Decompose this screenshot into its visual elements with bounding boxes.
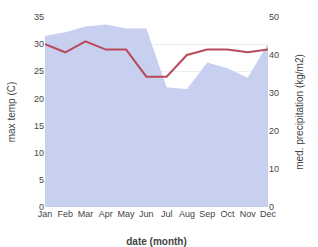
svg-text:25: 25: [34, 66, 44, 76]
svg-text:50: 50: [269, 12, 279, 22]
svg-text:max temp (C): max temp (C): [6, 82, 17, 143]
svg-text:Jul: Jul: [161, 209, 173, 219]
svg-text:Oct: Oct: [220, 209, 235, 219]
svg-text:10: 10: [269, 164, 279, 174]
svg-text:Jun: Jun: [139, 209, 154, 219]
svg-text:35: 35: [34, 12, 44, 22]
svg-text:date (month): date (month): [126, 236, 187, 247]
svg-text:Feb: Feb: [58, 209, 74, 219]
svg-text:30: 30: [34, 39, 44, 49]
svg-text:40: 40: [269, 50, 279, 60]
svg-text:20: 20: [269, 126, 279, 136]
svg-text:5: 5: [39, 175, 44, 185]
svg-text:10: 10: [34, 148, 44, 158]
svg-text:May: May: [118, 209, 136, 219]
svg-text:Dec: Dec: [260, 209, 277, 219]
svg-text:Aug: Aug: [179, 209, 195, 219]
svg-text:15: 15: [34, 121, 44, 131]
svg-text:0: 0: [39, 202, 44, 212]
svg-text:0: 0: [269, 202, 274, 212]
svg-text:med. precipitation (kg/m2): med. precipitation (kg/m2): [294, 54, 305, 170]
svg-text:Mar: Mar: [78, 209, 94, 219]
svg-text:30: 30: [269, 88, 279, 98]
svg-text:Jan: Jan: [38, 209, 53, 219]
svg-text:Sep: Sep: [199, 209, 215, 219]
svg-text:20: 20: [34, 94, 44, 104]
svg-text:Nov: Nov: [240, 209, 257, 219]
svg-text:Apr: Apr: [99, 209, 113, 219]
